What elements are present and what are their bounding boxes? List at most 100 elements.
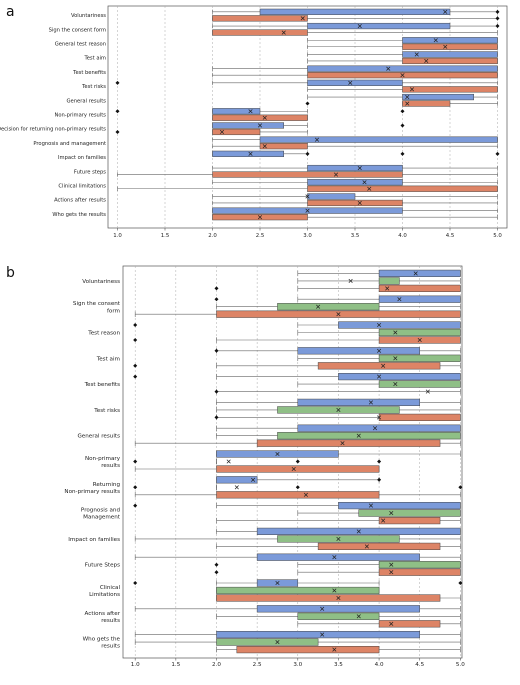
row-group: Impact on families	[68, 527, 461, 550]
mean-marker	[336, 312, 341, 317]
box	[216, 465, 380, 473]
mean-marker	[332, 555, 337, 560]
box	[307, 199, 403, 207]
panel-label: b	[6, 265, 15, 281]
box	[216, 476, 258, 484]
box	[212, 15, 308, 22]
outlier-point	[214, 570, 219, 575]
outlier-point	[133, 374, 138, 379]
x-tick-label: 3.0	[303, 233, 312, 239]
x-tick-label: 1.0	[113, 233, 122, 239]
outlier-point	[400, 123, 405, 128]
panel-label: a	[6, 4, 15, 20]
box	[216, 594, 441, 602]
mean-marker	[425, 389, 430, 394]
box	[307, 79, 403, 86]
row-label: Limitations	[89, 592, 120, 598]
outlier-point	[458, 581, 463, 585]
mean-marker	[377, 322, 382, 328]
row-label: Non-primary results	[64, 489, 120, 495]
box	[216, 586, 380, 595]
mean-marker	[417, 337, 422, 343]
mean-marker	[357, 200, 362, 205]
plot-frame	[122, 265, 463, 659]
box	[212, 29, 308, 36]
mean-marker	[377, 348, 382, 353]
mean-marker	[356, 614, 361, 619]
box	[297, 424, 461, 432]
outlier-point	[305, 101, 310, 106]
row-group: Future steps	[74, 164, 498, 178]
row-group: Non-primary results	[54, 108, 405, 121]
box	[307, 164, 403, 172]
box	[216, 638, 319, 646]
box	[402, 43, 498, 50]
row-group: Test aim	[96, 347, 461, 370]
outlier-point	[133, 363, 138, 368]
x-tick-label: 4.5	[446, 233, 455, 239]
row-label: form	[107, 308, 120, 314]
row-label: Sign the consent	[73, 301, 121, 307]
outlier-point	[400, 151, 405, 156]
outlier-point	[133, 323, 138, 327]
box	[378, 380, 461, 388]
box	[307, 193, 356, 200]
outlier-point	[115, 80, 120, 85]
row-label: Actions after	[85, 611, 121, 617]
mean-marker	[348, 80, 353, 85]
row-label: Test risks	[93, 408, 120, 414]
outlier-point	[458, 485, 463, 490]
mean-marker	[226, 459, 231, 464]
outlier-point	[214, 562, 219, 567]
mean-marker	[397, 297, 402, 302]
x-tick-label: 3.0	[293, 662, 302, 668]
box	[212, 150, 284, 157]
mean-marker	[275, 580, 280, 586]
box	[402, 86, 498, 93]
mean-marker	[248, 109, 253, 114]
box	[402, 57, 498, 65]
mean-marker	[336, 407, 341, 412]
row-label: Test benefits	[84, 382, 120, 388]
mean-marker	[262, 144, 267, 149]
box	[378, 269, 461, 277]
outlier-point	[377, 459, 382, 464]
mean-marker	[367, 186, 372, 191]
mean-marker	[316, 304, 321, 309]
row-group: Test aim	[83, 51, 498, 65]
mean-marker	[340, 441, 345, 446]
box	[378, 328, 461, 337]
x-tick-label: 4.5	[415, 662, 424, 668]
x-tick-label: 4.0	[375, 662, 384, 668]
outlier-point	[133, 338, 138, 342]
mean-marker	[320, 606, 325, 611]
row-label: Clinical	[100, 585, 121, 591]
row-group: General test reason	[55, 37, 498, 50]
row-group: Sign the consent form	[49, 22, 500, 36]
box	[297, 347, 420, 355]
box	[212, 122, 284, 129]
mean-marker	[251, 477, 256, 482]
row-group: Test risks	[93, 398, 461, 421]
box	[338, 321, 461, 329]
mean-marker	[305, 194, 310, 199]
mean-marker	[364, 544, 369, 549]
mean-marker	[405, 95, 410, 100]
outlier-point	[495, 9, 500, 14]
box	[212, 108, 261, 115]
outlier-point	[133, 459, 138, 464]
box	[277, 303, 380, 311]
mean-marker	[257, 215, 263, 220]
box	[259, 136, 498, 143]
mean-marker	[281, 30, 286, 35]
row-label: Test benefits	[72, 70, 106, 76]
box	[277, 432, 461, 440]
mean-marker	[443, 9, 448, 14]
outlier-point	[133, 581, 138, 585]
row-label: Non-primary	[85, 456, 121, 462]
